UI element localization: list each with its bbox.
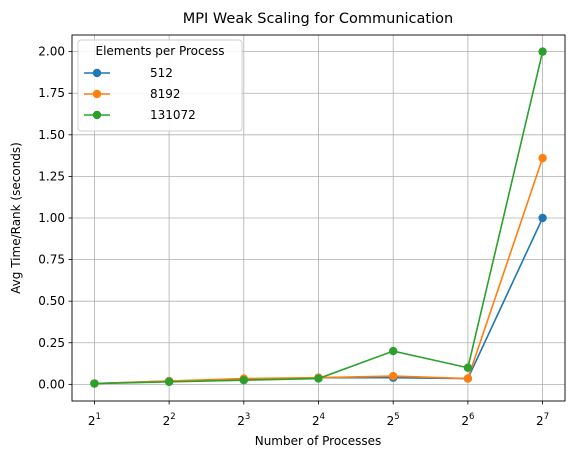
point-131072 <box>239 376 249 385</box>
x-tick-label: 27 <box>536 412 549 428</box>
y-tick-label: 1.25 <box>38 169 65 183</box>
x-tick-label: 21 <box>88 412 101 428</box>
point-131072 <box>388 346 398 356</box>
grid <box>72 35 565 401</box>
y-tick-label: 0.00 <box>38 377 65 391</box>
legend-label-131072: 131072 <box>150 108 196 122</box>
y-tick-label: 1.50 <box>38 128 65 142</box>
y-tick-label: 1.00 <box>38 211 65 225</box>
x-tick-label: 26 <box>461 412 474 428</box>
y-tick-label: 1.75 <box>38 86 65 100</box>
y-tick-label: 0.50 <box>38 294 65 308</box>
x-axis-label: Number of Processes <box>255 434 382 448</box>
x-tick-base: 2 <box>237 414 245 428</box>
legend-entries: 512 8192 131072 <box>84 66 196 122</box>
y-tick-label: 0.75 <box>38 253 65 267</box>
x-tick-base: 2 <box>88 414 96 428</box>
point-131072 <box>90 379 99 388</box>
legend-box <box>77 39 243 132</box>
x-tick-base: 2 <box>312 414 320 428</box>
x-tick-exponent: 6 <box>469 412 474 422</box>
chart-title: MPI Weak Scaling for Communication <box>183 11 453 27</box>
series-layer <box>90 47 547 388</box>
x-tick-base: 2 <box>461 414 469 428</box>
x-tick-exponent: 1 <box>96 412 101 422</box>
point-512 <box>538 213 547 223</box>
legend: Elements per Process 512 8192 131072 <box>77 39 243 132</box>
x-tick-exponent: 3 <box>245 412 250 422</box>
point-131072 <box>314 374 323 383</box>
x-tick-label: 23 <box>237 412 250 428</box>
legend-label-512: 512 <box>150 66 173 80</box>
point-131072 <box>463 363 473 372</box>
legend-marker-131072 <box>92 110 102 120</box>
point-8192 <box>538 153 547 163</box>
x-tick-label: 25 <box>387 412 400 428</box>
point-131072 <box>164 377 174 387</box>
y-tick-label: 0.25 <box>38 336 65 350</box>
x-tick-base: 2 <box>536 414 544 428</box>
x-tick-base: 2 <box>163 414 171 428</box>
y-axis-label: Avg Time/Rank (seconds) <box>9 142 23 294</box>
x-tick-base: 2 <box>387 414 395 428</box>
point-8192 <box>463 374 473 383</box>
y-tick-label: 2.00 <box>38 45 65 59</box>
legend-title: Elements per Process <box>95 44 224 58</box>
x-tick-exponent: 5 <box>394 412 399 422</box>
x-tick-exponent: 7 <box>544 412 549 422</box>
x-tick-exponent: 2 <box>170 412 175 422</box>
point-131072 <box>538 47 547 56</box>
x-tick-exponent: 4 <box>320 412 325 422</box>
x-tick-label: 22 <box>163 412 176 428</box>
legend-marker-8192 <box>92 89 102 99</box>
point-8192 <box>388 371 398 381</box>
legend-marker-512 <box>92 68 102 78</box>
ticks: 21 22 23 24 25 26 270.000.250.500.751.001.251.… <box>38 45 549 428</box>
legend-label-8192: 8192 <box>150 87 181 101</box>
x-tick-label: 24 <box>312 412 325 428</box>
